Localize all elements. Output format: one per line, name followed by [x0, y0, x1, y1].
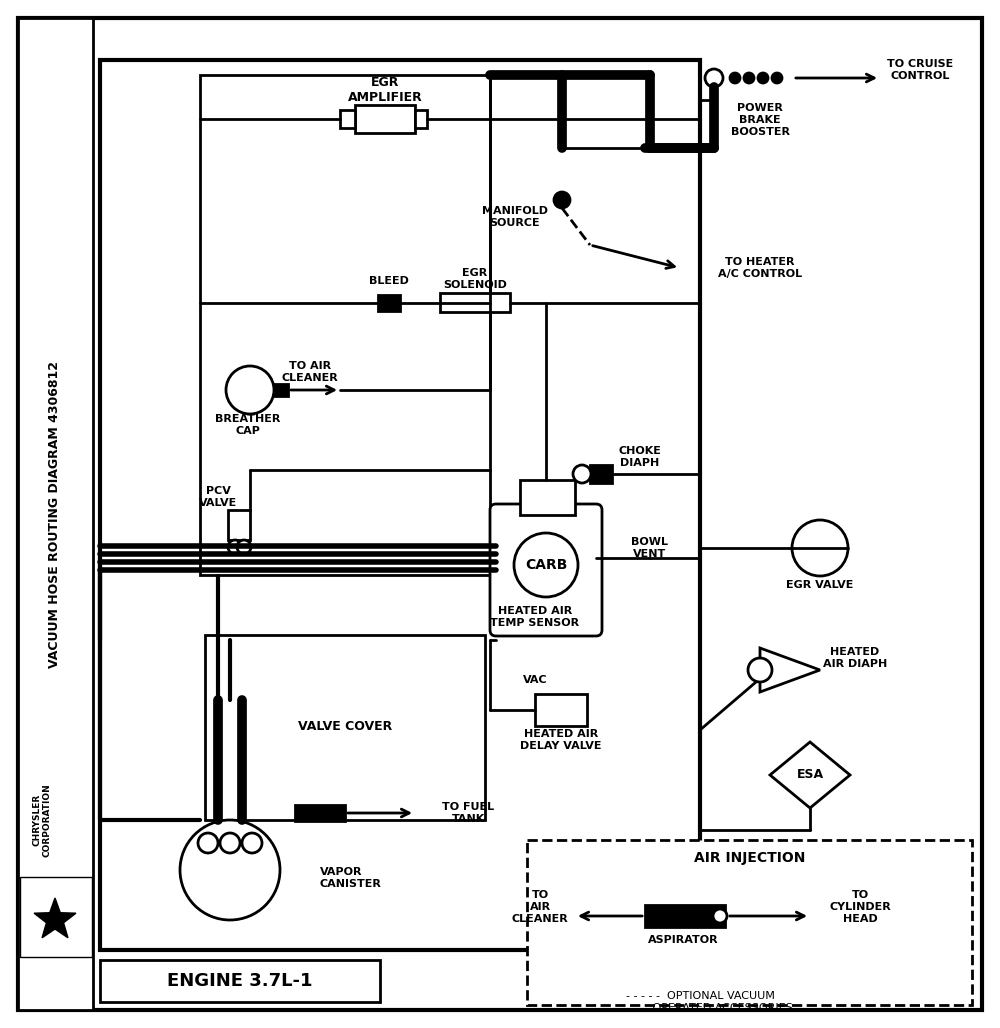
Circle shape [180, 820, 280, 920]
Text: POWER
BRAKE
BOOSTER: POWER BRAKE BOOSTER [730, 104, 790, 137]
Text: ENGINE 3.7L-1: ENGINE 3.7L-1 [167, 972, 313, 990]
Bar [340, 110, 355, 128]
Text: MANIFOLD
SOURCE: MANIFOLD SOURCE [482, 207, 548, 228]
Text: TO
CYLINDER
HEAD: TO CYLINDER HEAD [829, 890, 891, 923]
Text: TO AIR
CLEANER: TO AIR CLEANER [282, 361, 338, 382]
Text: VACUUM HOSE ROUTING DIAGRAM 4306812: VACUUM HOSE ROUTING DIAGRAM 4306812 [48, 361, 62, 667]
Text: TO HEATER
A/C CONTROL: TO HEATER A/C CONTROL [718, 257, 802, 279]
Text: HEATED AIR
DELAY VALVE: HEATED AIR DELAY VALVE [520, 729, 602, 750]
Bar [527, 840, 972, 1005]
Bar [205, 635, 485, 820]
Circle shape [226, 366, 274, 414]
Text: EGR
SOLENOID: EGR SOLENOID [443, 268, 507, 290]
Bar [520, 480, 575, 515]
Circle shape [758, 73, 768, 83]
Circle shape [792, 520, 848, 576]
Bar [18, 19, 93, 1009]
Bar [415, 110, 427, 128]
Bar [100, 960, 380, 1002]
Text: VALVE COVER: VALVE COVER [298, 721, 392, 734]
Circle shape [772, 73, 782, 83]
Circle shape [705, 69, 723, 87]
Circle shape [573, 465, 591, 483]
Polygon shape [34, 898, 76, 938]
Bar [20, 877, 92, 957]
Circle shape [748, 658, 772, 682]
Text: VAPOR
CANISTER: VAPOR CANISTER [320, 868, 382, 889]
Bar [590, 465, 612, 483]
Circle shape [198, 833, 218, 853]
Circle shape [554, 192, 570, 208]
Text: TO
AIR
CLEANER: TO AIR CLEANER [512, 890, 568, 923]
Bar [100, 60, 700, 950]
Circle shape [713, 909, 727, 923]
Text: ASPIRATOR: ASPIRATOR [648, 935, 718, 945]
Circle shape [220, 833, 240, 853]
Bar [200, 75, 490, 575]
Bar [440, 293, 510, 313]
Text: EGR
AMPLIFIER: EGR AMPLIFIER [348, 76, 422, 104]
Text: CHRYSLER
CORPORATION: CHRYSLER CORPORATION [32, 783, 52, 857]
Text: ESA: ESA [796, 769, 824, 781]
Circle shape [730, 73, 740, 83]
Bar [645, 905, 725, 927]
Text: AIR INJECTION: AIR INJECTION [694, 851, 806, 865]
Text: TO FUEL
TANK: TO FUEL TANK [442, 802, 494, 823]
Text: BREATHER
CAP: BREATHER CAP [215, 414, 281, 436]
Text: - - - - -  OPTIONAL VACUUM
             OPERATED ACCESSORIES: - - - - - OPTIONAL VACUUM OPERATED ACCES… [607, 991, 793, 1013]
Circle shape [514, 533, 578, 597]
Text: TO CRUISE
CONTROL: TO CRUISE CONTROL [887, 60, 953, 81]
Bar [274, 384, 288, 396]
Bar [378, 295, 400, 311]
Text: VAC: VAC [523, 675, 547, 685]
Text: HEATED
AIR DIAPH: HEATED AIR DIAPH [823, 648, 887, 669]
Circle shape [744, 73, 754, 83]
Circle shape [237, 540, 251, 554]
Text: BOWL
VENT: BOWL VENT [632, 538, 668, 559]
Text: EGR VALVE: EGR VALVE [786, 580, 854, 590]
Text: PCV
VALVE: PCV VALVE [199, 486, 237, 508]
Bar [295, 805, 345, 821]
Circle shape [242, 833, 262, 853]
Bar [228, 510, 250, 540]
Text: CHOKE
DIAPH: CHOKE DIAPH [619, 446, 661, 468]
Bar [355, 105, 415, 133]
Text: HEATED AIR
TEMP SENSOR: HEATED AIR TEMP SENSOR [490, 607, 580, 628]
Text: BLEED: BLEED [369, 276, 409, 286]
FancyBboxPatch shape [490, 504, 602, 636]
Bar [535, 694, 587, 726]
Circle shape [228, 540, 242, 554]
Text: CARB: CARB [525, 558, 567, 572]
